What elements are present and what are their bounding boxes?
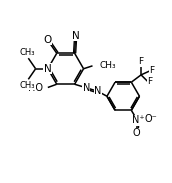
Text: HO: HO — [28, 83, 43, 93]
Text: N: N — [72, 31, 79, 41]
Text: CH₃: CH₃ — [20, 81, 35, 90]
Text: CH₃: CH₃ — [20, 48, 35, 57]
Text: O⁻: O⁻ — [145, 114, 158, 124]
Text: F: F — [147, 77, 152, 86]
Text: F: F — [138, 57, 144, 66]
Text: N: N — [44, 64, 52, 74]
Text: N⁺: N⁺ — [132, 115, 145, 125]
Text: N: N — [83, 83, 90, 93]
Text: F: F — [149, 66, 154, 75]
Text: O: O — [43, 35, 52, 45]
Text: CH₃: CH₃ — [99, 61, 116, 70]
Text: O: O — [133, 128, 141, 138]
Text: N: N — [94, 86, 102, 96]
